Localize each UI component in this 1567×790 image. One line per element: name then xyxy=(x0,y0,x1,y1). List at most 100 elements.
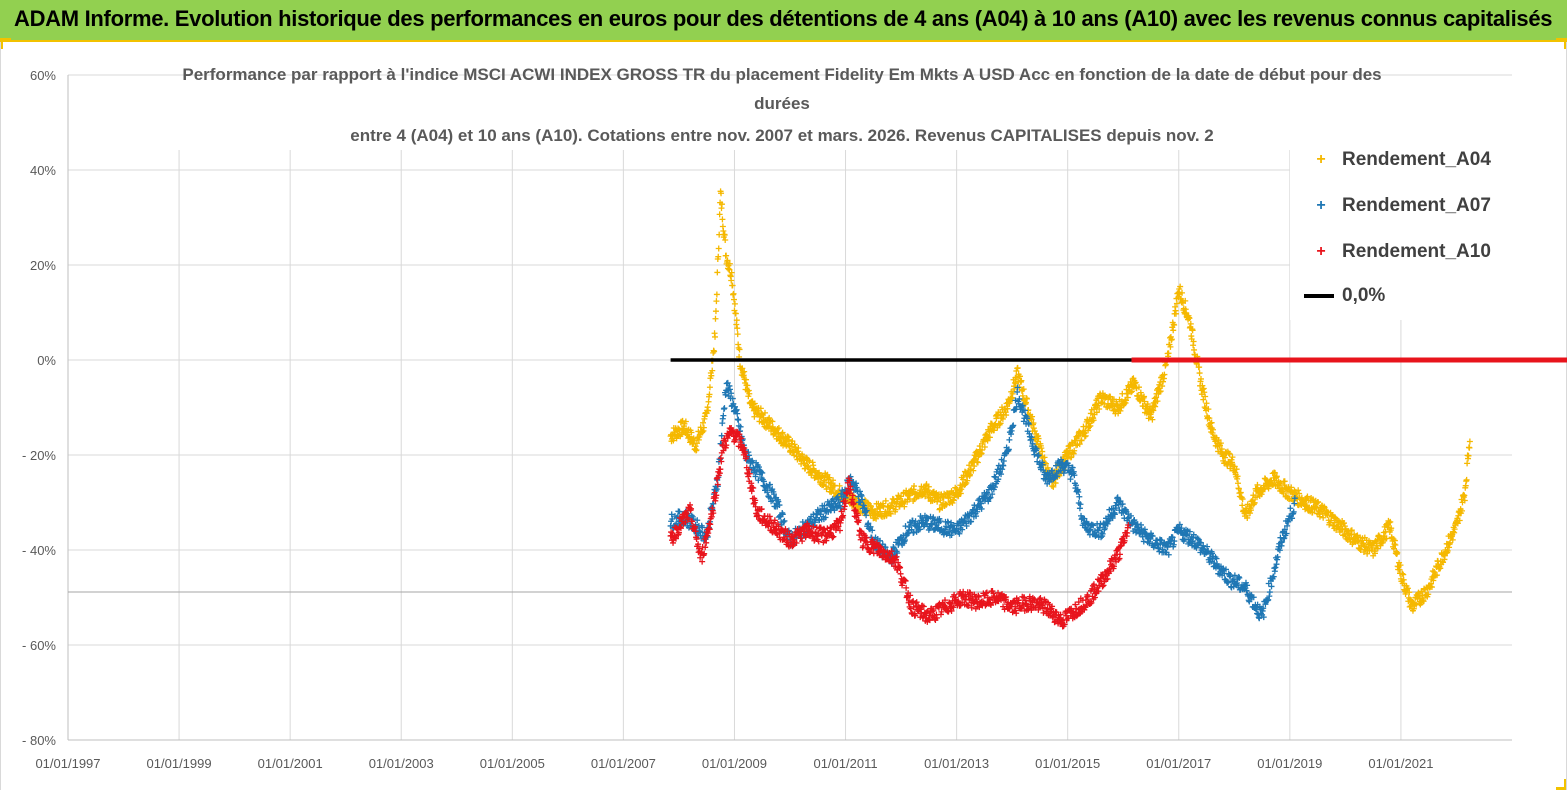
a07-point xyxy=(987,494,994,501)
a04-point xyxy=(1117,407,1124,414)
a04-point xyxy=(709,367,716,374)
a04-point xyxy=(757,405,764,412)
a10-point xyxy=(689,518,696,525)
a04-point xyxy=(1233,466,1240,473)
a04-point xyxy=(1224,462,1231,469)
a04-point xyxy=(991,427,998,434)
a07-point xyxy=(859,496,866,503)
a04-point xyxy=(1202,393,1209,400)
a07-point xyxy=(1165,551,1172,558)
a04-point xyxy=(732,310,739,317)
a07-point xyxy=(1291,495,1298,502)
a04-point xyxy=(1303,503,1310,510)
a10-point xyxy=(821,526,828,533)
a07-point xyxy=(752,473,759,480)
a10-point xyxy=(912,612,919,619)
a04-point xyxy=(1159,383,1166,390)
a04-point xyxy=(836,482,843,489)
a04-point xyxy=(1050,483,1057,490)
a10-point xyxy=(748,480,755,487)
a04-point xyxy=(718,201,725,208)
a04-point xyxy=(901,503,908,510)
a07-point xyxy=(775,498,782,505)
a10-point xyxy=(1090,581,1097,588)
a04-point xyxy=(1197,375,1204,382)
a04-point xyxy=(1394,549,1401,556)
a07-point xyxy=(1272,564,1279,571)
a10-point xyxy=(688,505,695,512)
a07-point xyxy=(1024,415,1031,422)
a04-point xyxy=(1309,509,1316,516)
a10-point xyxy=(771,517,778,524)
a04-point xyxy=(1372,550,1379,557)
a07-point xyxy=(953,525,960,532)
a10-point xyxy=(805,522,812,529)
a07-point xyxy=(1197,539,1204,546)
a04-point xyxy=(1165,350,1172,357)
a10-point xyxy=(1010,598,1017,605)
a04-point xyxy=(829,486,836,493)
a04-point xyxy=(1128,389,1135,396)
a04-point xyxy=(1203,400,1210,407)
a07-point xyxy=(1236,574,1243,581)
a04-point xyxy=(1386,519,1393,526)
a04-point xyxy=(1461,492,1468,499)
a10-point xyxy=(1125,522,1132,529)
a04-point xyxy=(974,459,981,466)
a04-point xyxy=(706,391,713,398)
a04-point xyxy=(1196,370,1203,377)
a10-point xyxy=(907,592,914,599)
a04-point xyxy=(1247,507,1254,514)
a04-point xyxy=(791,441,798,448)
y-tick-label: 40% xyxy=(30,163,56,178)
a04-point xyxy=(1177,283,1184,290)
x-tick-label: 01/01/2021 xyxy=(1368,756,1433,771)
a10-point xyxy=(722,438,729,445)
legend-label-a04: Rendement_A04 xyxy=(1342,149,1491,170)
a07-point xyxy=(1281,535,1288,542)
a10-point xyxy=(815,538,822,545)
a04-point xyxy=(882,497,889,504)
a04-point xyxy=(1189,327,1196,334)
a04-point xyxy=(670,437,677,444)
a04-point xyxy=(804,463,811,470)
a10-point xyxy=(743,453,750,460)
x-tick-label: 01/01/2003 xyxy=(369,756,434,771)
a04-point xyxy=(1228,459,1235,466)
a07-point xyxy=(1222,566,1229,573)
a10-point xyxy=(707,521,714,528)
a04-point xyxy=(1093,409,1100,416)
a07-point xyxy=(1081,515,1088,522)
a04-point xyxy=(1167,343,1174,350)
a10-point xyxy=(1115,556,1122,563)
a07-point xyxy=(946,524,953,531)
a07-point xyxy=(1287,505,1294,512)
report-banner: ADAM Informe. Evolution historique des p… xyxy=(0,0,1567,42)
a10-point xyxy=(1095,588,1102,595)
a07-point xyxy=(837,504,844,511)
a10-point xyxy=(1013,610,1020,617)
a04-point xyxy=(1239,496,1246,503)
a10-point xyxy=(1057,611,1064,618)
a04-point xyxy=(1029,413,1036,420)
a07-point xyxy=(1140,538,1147,545)
a07-point xyxy=(758,469,765,476)
a10-point xyxy=(1050,614,1057,621)
a04-point xyxy=(1463,476,1470,483)
a10-point xyxy=(983,589,990,596)
a07-point xyxy=(986,495,993,502)
a04-point xyxy=(1356,545,1363,552)
y-tick-label: 0% xyxy=(37,353,56,368)
a10-point xyxy=(793,539,800,546)
a04-point xyxy=(1004,405,1011,412)
a04-point xyxy=(1156,388,1163,395)
corner-mark-top-left xyxy=(0,38,11,49)
a10-point xyxy=(701,550,708,557)
x-tick-label: 01/01/2001 xyxy=(258,756,323,771)
a04-point xyxy=(746,390,753,397)
a07-point xyxy=(1250,594,1257,601)
a07-point xyxy=(968,518,975,525)
y-tick-label: 20% xyxy=(30,258,56,273)
a10-point xyxy=(693,536,700,543)
a04-point xyxy=(1304,493,1311,500)
